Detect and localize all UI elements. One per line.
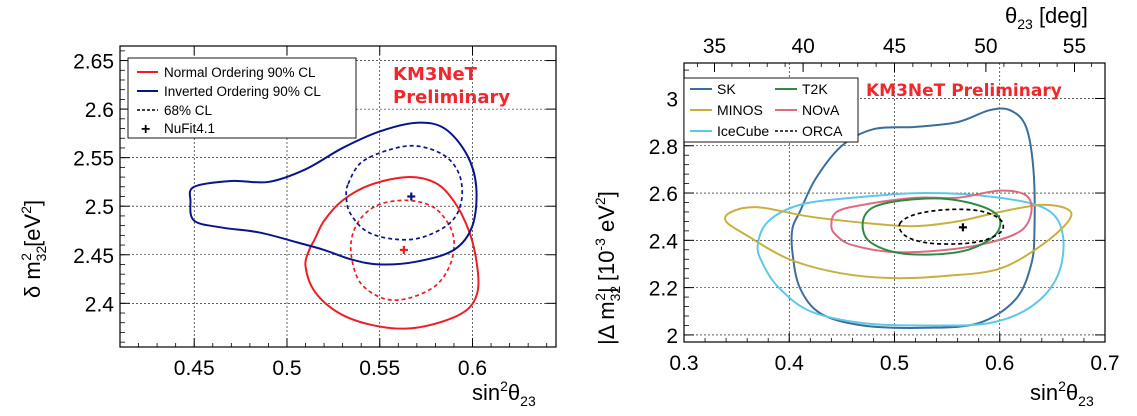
y-tick-label: 2.45 bbox=[73, 245, 114, 268]
y-tick-label: 2.6 bbox=[649, 183, 678, 206]
x-tick-label: 0.5 bbox=[272, 357, 301, 380]
right-legend-box bbox=[683, 77, 859, 143]
contour-2 bbox=[188, 121, 478, 266]
x-tick-label: 0.7 bbox=[1090, 352, 1119, 375]
x2-tick-label: 45 bbox=[883, 35, 906, 58]
x-tick-label: 0.45 bbox=[174, 357, 215, 380]
legend-label-no90: Normal Ordering 90% CL bbox=[164, 65, 316, 80]
legend-label-nufit: NuFit4.1 bbox=[164, 121, 215, 136]
left-markers bbox=[399, 192, 416, 254]
legend-label-nova: NOvA bbox=[802, 102, 840, 118]
legend-label-t2k: T2K bbox=[802, 81, 828, 97]
contour-0 bbox=[304, 176, 480, 330]
left-watermark-line2: Preliminary bbox=[393, 87, 510, 108]
legend-label-io90: Inverted Ordering 90% CL bbox=[164, 84, 321, 99]
x2-tick-label: 50 bbox=[974, 35, 997, 58]
right-ticks: 0.3 0.4 0.5 0.6 0.7 2 2.2 2.4 2.6 2.8 3 35 40 45 50 55 bbox=[649, 35, 1120, 375]
left-contours bbox=[188, 121, 480, 330]
left-watermark-line1: KM3NeT bbox=[393, 64, 478, 85]
contour-3 bbox=[345, 144, 464, 241]
y-tick-label: 2 bbox=[666, 325, 678, 348]
x2-tick-label: 55 bbox=[1063, 35, 1086, 58]
y-tick-label: 2.5 bbox=[85, 196, 114, 219]
legend-label-sk: SK bbox=[717, 81, 736, 97]
y-tick-label: 2.65 bbox=[73, 51, 114, 74]
x2-tick-label: 40 bbox=[791, 35, 814, 58]
x2-tick-label: 35 bbox=[703, 35, 726, 58]
right-grid bbox=[684, 63, 1105, 342]
y-tick-label: 2.8 bbox=[649, 136, 678, 159]
x-tick-label: 0.4 bbox=[775, 352, 805, 375]
x-tick-label: 0.6 bbox=[458, 357, 487, 380]
left-legend: Normal Ordering 90% CL Inverted Ordering… bbox=[127, 57, 357, 139]
legend-marker-nufit: + bbox=[141, 121, 150, 138]
legend-label-68: 68% CL bbox=[164, 103, 213, 118]
right-ylabel: |Δ m322| [10-3 eV2] bbox=[592, 191, 623, 345]
contour-4 bbox=[861, 197, 1002, 256]
left-ylabel: δ m322 [eV2] bbox=[18, 200, 49, 298]
y-tick-label: 2.4 bbox=[85, 293, 115, 316]
left-xlabel: sin2θ23 bbox=[472, 378, 536, 409]
legend-label-minos: MINOS bbox=[717, 102, 763, 118]
contour-5 bbox=[898, 208, 1005, 245]
x-tick-label: 0.55 bbox=[359, 357, 400, 380]
legend-label-icecube: IceCube bbox=[717, 123, 769, 139]
contour-0 bbox=[790, 107, 1036, 329]
x-tick-label: 0.5 bbox=[880, 352, 909, 375]
left-legend-box bbox=[127, 57, 357, 139]
contour-3 bbox=[830, 189, 1033, 254]
right-watermark: KM3NeT Preliminary bbox=[866, 81, 1062, 101]
right-markers bbox=[958, 223, 967, 232]
right-contours bbox=[724, 107, 1073, 329]
legend-label-orca: ORCA bbox=[802, 123, 843, 139]
left-contour-plot: 0.45 0.5 0.55 0.6 2.4 2.45 2.5 2.55 2.6 2.65 Norm… bbox=[18, 45, 557, 409]
x-tick-label: 0.3 bbox=[669, 352, 698, 375]
y-tick-label: 2.2 bbox=[649, 278, 678, 301]
y-tick-label: 2.4 bbox=[649, 230, 679, 253]
right-legend: SK T2K MINOS NOvA IceCube ORCA bbox=[683, 77, 859, 143]
right-xlabel: sin2θ23 bbox=[1030, 378, 1094, 409]
x-tick-label: 0.6 bbox=[985, 352, 1014, 375]
y-tick-label: 2.55 bbox=[73, 148, 114, 171]
y-tick-label: 3 bbox=[666, 88, 678, 111]
contour-1 bbox=[756, 192, 1065, 327]
left-ticks: 0.45 0.5 0.55 0.6 2.4 2.45 2.5 2.55 2.6 2.65 bbox=[73, 46, 556, 380]
contour-2 bbox=[724, 203, 1073, 280]
right-x2label: θ23 [deg] bbox=[1005, 3, 1088, 32]
y-tick-label: 2.6 bbox=[85, 99, 114, 122]
